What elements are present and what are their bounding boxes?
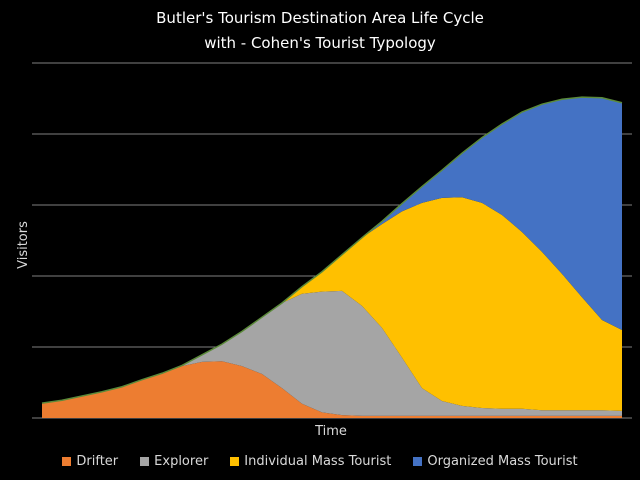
chart-title: Butler's Tourism Destination Area Life C… <box>156 9 484 27</box>
legend-swatch <box>140 457 150 466</box>
area-individual-mass-tourist <box>42 197 622 411</box>
legend-label: Organized Mass Tourist <box>427 454 578 469</box>
legend-item-drifter: Drifter <box>62 454 118 469</box>
legend-label: Drifter <box>76 454 119 469</box>
x-axis-label: Time <box>314 424 347 439</box>
legend-label: Individual Mass Tourist <box>244 454 392 469</box>
chart-subtitle: with - Cohen's Tourist Typology <box>204 34 436 52</box>
total-outline <box>41 96 623 404</box>
area-organized-mass-tourist <box>42 97 622 404</box>
area-explorer <box>42 290 622 416</box>
areas <box>41 96 623 418</box>
legend-label: Explorer <box>154 454 209 469</box>
legend-item-explorer: Explorer <box>140 454 208 469</box>
legend: Drifter Explorer Individual Mass Tourist… <box>0 454 640 469</box>
legend-swatch <box>413 457 423 466</box>
area-drifter <box>42 361 622 418</box>
y-axis-label: Visitors <box>16 221 31 269</box>
legend-item-organized: Organized Mass Tourist <box>413 454 578 469</box>
legend-swatch <box>62 457 72 466</box>
legend-item-individual: Individual Mass Tourist <box>230 454 391 469</box>
legend-swatch <box>230 457 240 466</box>
